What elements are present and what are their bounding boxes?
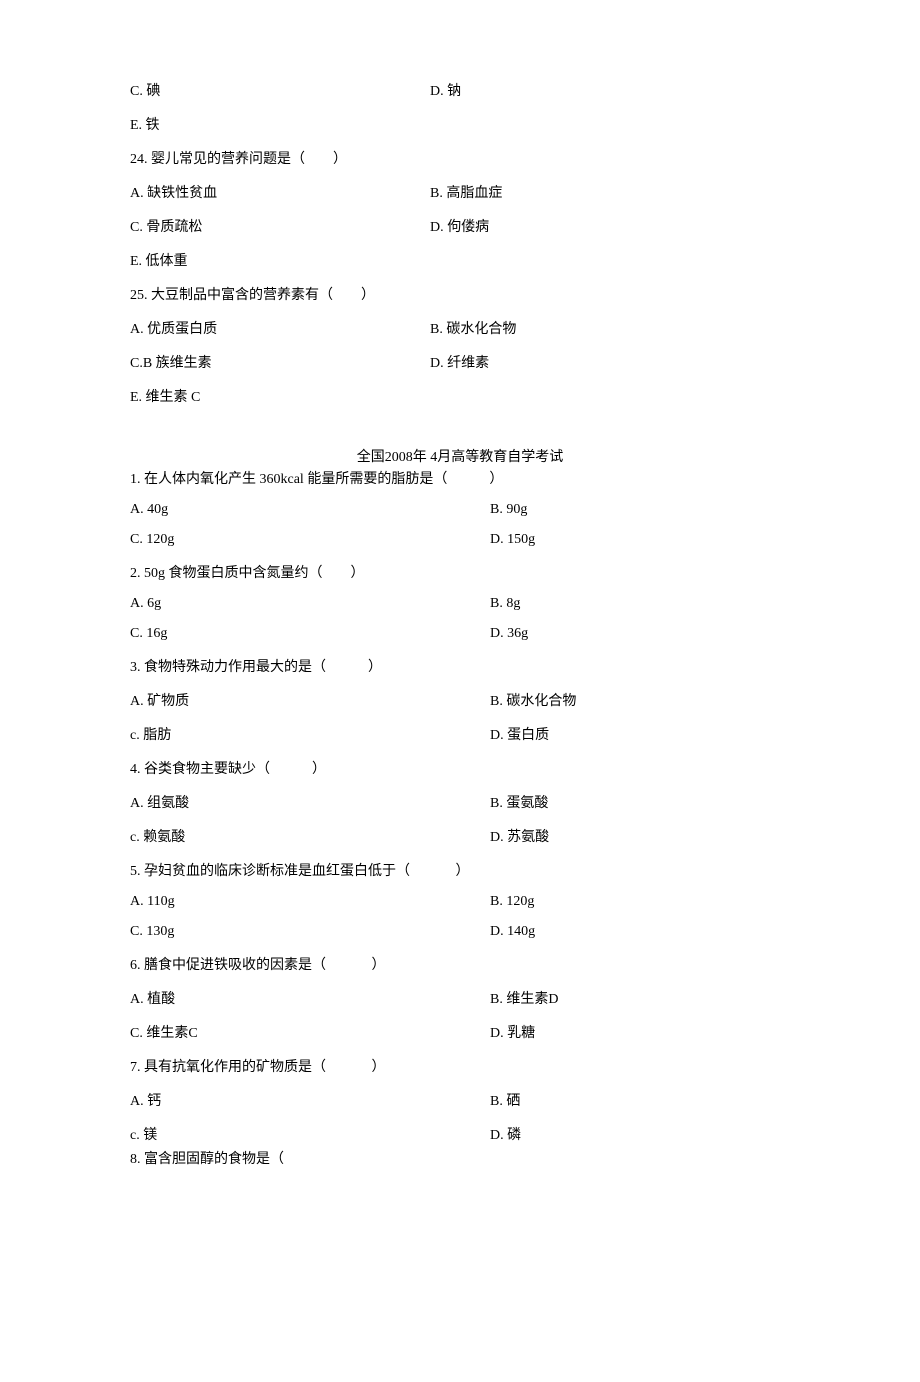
s2q2-option-d: D. 36g <box>490 626 790 642</box>
s2q6-option-c: C. 维生素C <box>130 1022 490 1042</box>
s2q3-option-b: B. 碳水化合物 <box>490 690 790 710</box>
s2q4-option-d: D. 苏氨酸 <box>490 826 790 846</box>
s2q7-option-c: c. 镁 <box>130 1124 490 1144</box>
s2q7-text: 7. 具有抗氧化作用的矿物质是（ ） <box>130 1056 790 1076</box>
s2q4-text: 4. 谷类食物主要缺少（ ） <box>130 758 790 778</box>
q25-text: 25. 大豆制品中富含的营养素有（ ） <box>130 284 790 304</box>
s2q6-text: 6. 膳食中促进铁吸收的因素是（ ） <box>130 954 790 974</box>
s2q3-option-d: D. 蛋白质 <box>490 724 790 744</box>
s2q6-option-b: B. 维生素D <box>490 988 790 1008</box>
s2q2-option-c: C. 16g <box>130 626 490 642</box>
s2q1-option-d: D. 150g <box>490 532 790 548</box>
q25-option-b: B. 碳水化合物 <box>430 318 790 338</box>
s2q7-option-a: A. 钙 <box>130 1090 490 1110</box>
section-title: 全国2008年 4月高等教育自学考试 <box>130 446 790 466</box>
s2q4-option-c: c. 赖氨酸 <box>130 826 490 846</box>
s2q1-option-b: B. 90g <box>490 502 790 518</box>
s2q5-text: 5. 孕妇贫血的临床诊断标准是血红蛋白低于（ ） <box>130 860 790 880</box>
s2q6-option-a: A. 植酸 <box>130 988 490 1008</box>
s2q3-option-c: c. 脂肪 <box>130 724 490 744</box>
q24-option-d: D. 佝偻病 <box>430 216 790 236</box>
s2q7-option-b: B. 硒 <box>490 1090 790 1110</box>
q23-option-d: D. 钠 <box>430 80 790 100</box>
s2q5-option-b: B. 120g <box>490 894 790 910</box>
s2q5-option-d: D. 140g <box>490 924 790 940</box>
s2q3-option-a: A. 矿物质 <box>130 690 490 710</box>
q24-option-c: C. 骨质疏松 <box>130 216 430 236</box>
s2q1-text: 1. 在人体内氧化产生 360kcal 能量所需要的脂肪是（ ） <box>130 468 790 488</box>
s2q4-option-b: B. 蛋氨酸 <box>490 792 790 812</box>
q24-option-e: E. 低体重 <box>130 250 430 270</box>
q24-option-a: A. 缺铁性贫血 <box>130 182 430 202</box>
s2q2-option-b: B. 8g <box>490 596 790 612</box>
q25-option-d: D. 纤维素 <box>430 352 790 372</box>
q25-option-e: E. 维生素 C <box>130 386 430 406</box>
s2q3-text: 3. 食物特殊动力作用最大的是（ ） <box>130 656 790 676</box>
s2q5-option-a: A. 110g <box>130 894 490 910</box>
s2q7-option-d: D. 磷 <box>490 1124 790 1144</box>
q25-option-a: A. 优质蛋白质 <box>130 318 430 338</box>
s2q6-option-d: D. 乳糖 <box>490 1022 790 1042</box>
s2q1-option-c: C. 120g <box>130 532 490 548</box>
s2q1-option-a: A. 40g <box>130 502 490 518</box>
s2q2-text: 2. 50g 食物蛋白质中含氮量约（ ） <box>130 562 790 582</box>
s2q8-text: 8. 富含胆固醇的食物是（ <box>130 1148 790 1168</box>
s2q2-option-a: A. 6g <box>130 596 490 612</box>
q24-option-b: B. 高脂血症 <box>430 182 790 202</box>
s2q4-option-a: A. 组氨酸 <box>130 792 490 812</box>
q23-option-e: E. 铁 <box>130 114 430 134</box>
s2q5-option-c: C. 130g <box>130 924 490 940</box>
q23-option-c: C. 碘 <box>130 80 430 100</box>
q25-option-c: C.B 族维生素 <box>130 352 430 372</box>
q24-text: 24. 婴儿常见的营养问题是（ ） <box>130 148 790 168</box>
